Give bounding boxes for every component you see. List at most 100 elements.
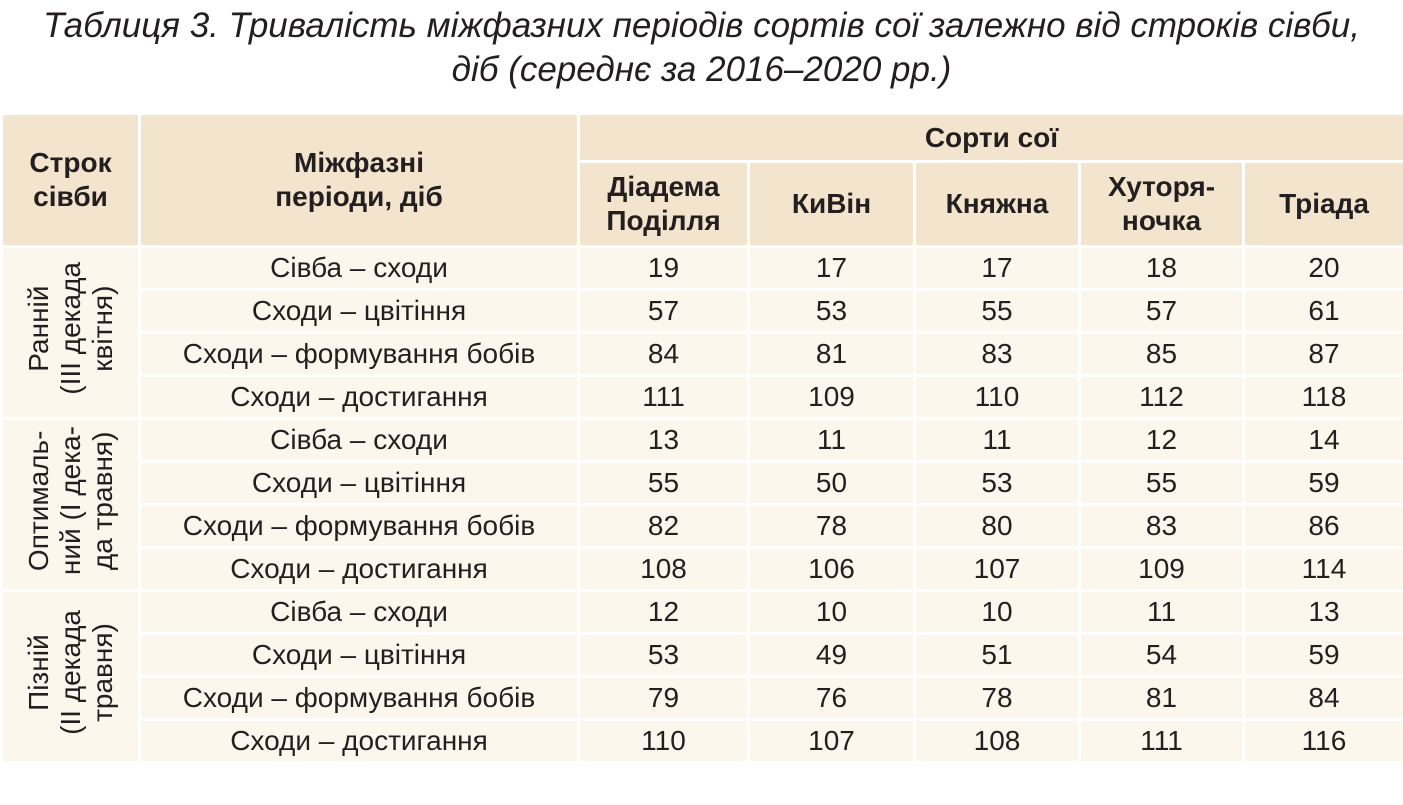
value-cell: 10	[747, 589, 916, 635]
value-cell: 109	[747, 374, 916, 420]
period-cell: Сівба – сходи	[138, 245, 580, 291]
value-cell: 110	[577, 718, 750, 764]
value-cell: 82	[577, 503, 750, 549]
value-cell: 83	[1078, 503, 1245, 549]
variety-header: Діадема Поділля	[577, 160, 750, 248]
title-line: Таблиця 3. Тривалість міжфазних періодів…	[43, 6, 1360, 45]
table-row: Сходи – цвітіння 55 50 53 55 59	[2, 460, 1403, 506]
value-cell: 110	[913, 374, 1081, 420]
value-cell: 12	[1078, 417, 1245, 463]
table-row: Ранній (III декада квітня) Сівба – сходи 1…	[0, 245, 1403, 420]
table-row: Сходи – формування бобів 84 81 83 85 87	[2, 331, 1403, 377]
value-cell: 116	[1242, 718, 1403, 764]
value-cell: 53	[577, 632, 750, 678]
value-cell: 59	[1242, 460, 1403, 506]
period-cell: Сходи – цвітіння	[138, 632, 580, 678]
header-row: Строк сівби Міжфазні періоди, діб Сорти …	[0, 112, 1403, 248]
table-row: Сходи – цвітіння 53 49 51 54 59	[2, 632, 1403, 678]
value-cell: 87	[1242, 331, 1403, 377]
value-cell: 57	[577, 288, 750, 334]
table-body: Ранній (III декада квітня) Сівба – сходи 1…	[0, 245, 1403, 764]
table-row: Сходи – достигання 108 106 107 109 114	[2, 546, 1403, 592]
table-row: Оптималь- ний (I дека- да травня) Сівба –…	[0, 417, 1403, 592]
value-cell: 55	[1078, 460, 1245, 506]
sowing-term-label: Оптималь- ний (I дека- да травня)	[22, 425, 118, 576]
table-row: Сходи – формування бобів 82 78 80 83 86	[2, 503, 1403, 549]
period-cell: Сходи – достигання	[138, 718, 580, 764]
value-cell: 13	[1242, 589, 1403, 635]
period-cell: Сходи – цвітіння	[138, 288, 580, 334]
value-cell: 76	[747, 675, 916, 721]
value-cell: 17	[913, 245, 1081, 291]
period-cell: Сходи – цвітіння	[138, 460, 580, 506]
table-row: Пізній (II декада травня) Сівба – сходи 12…	[0, 589, 1403, 764]
period-cell: Сходи – достигання	[138, 374, 580, 420]
value-cell: 108	[913, 718, 1081, 764]
value-cell: 54	[1078, 632, 1245, 678]
value-cell: 18	[1078, 245, 1245, 291]
period-cell: Сходи – формування бобів	[138, 675, 580, 721]
value-cell: 50	[747, 460, 916, 506]
value-cell: 85	[1078, 331, 1245, 377]
header-row: Діадема Поділля КиВін Княжна Хуторя- ночка Т…	[2, 160, 1403, 248]
header-cell: Міжфазні періоди, діб	[138, 112, 580, 248]
value-cell: 59	[1242, 632, 1403, 678]
sowing-term-cell: Ранній (III декада квітня)	[0, 245, 141, 420]
value-cell: 109	[1078, 546, 1245, 592]
value-cell: 107	[747, 718, 916, 764]
value-cell: 51	[913, 632, 1081, 678]
table-row: Сходи – достигання 111 109 110 112 118	[2, 374, 1403, 420]
table-row: Сходи – формування бобів 79 76 78 81 84	[2, 675, 1403, 721]
value-cell: 78	[747, 503, 916, 549]
value-cell: 83	[913, 331, 1081, 377]
value-cell: 11	[913, 417, 1081, 463]
table-row: Сходи – цвітіння 57 53 55 57 61	[2, 288, 1403, 334]
table-header: Строк сівби Міжфазні періоди, діб Сорти …	[0, 112, 1403, 248]
value-cell: 53	[747, 288, 916, 334]
title: Таблиця 3. Тривалість міжфазних періодів…	[0, 0, 1403, 112]
sowing-term-cell: Оптималь- ний (I дека- да травня)	[0, 417, 141, 592]
table-row: Сходи – достигання 110 107 108 111 116	[2, 718, 1403, 764]
variety-header: Тріада	[1242, 160, 1403, 248]
period-cell: Сівба – сходи	[138, 417, 580, 463]
value-cell: 49	[747, 632, 916, 678]
value-cell: 55	[577, 460, 750, 506]
variety-header: Княжна	[913, 160, 1081, 248]
value-cell: 78	[913, 675, 1081, 721]
value-cell: 79	[577, 675, 750, 721]
value-cell: 61	[1242, 288, 1403, 334]
value-cell: 108	[577, 546, 750, 592]
title-line: діб (середнє за 2016–2020 рр.)	[451, 50, 952, 89]
value-cell: 114	[1242, 546, 1403, 592]
sowing-term-label: Ранній (III декада квітня)	[22, 262, 118, 395]
period-cell: Сходи – формування бобів	[138, 331, 580, 377]
variety-header: КиВін	[747, 160, 916, 248]
data-table: Строк сівби Міжфазні періоди, діб Сорти …	[0, 112, 1403, 764]
value-cell: 19	[577, 245, 750, 291]
value-cell: 111	[1078, 718, 1245, 764]
header-cell: Сорти сої	[577, 112, 1403, 163]
value-cell: 11	[747, 417, 916, 463]
value-cell: 106	[747, 546, 916, 592]
value-cell: 14	[1242, 417, 1403, 463]
period-cell: Сходи – формування бобів	[138, 503, 580, 549]
value-cell: 84	[577, 331, 750, 377]
value-cell: 17	[747, 245, 916, 291]
variety-header: Хуторя- ночка	[1078, 160, 1245, 248]
value-cell: 81	[1078, 675, 1245, 721]
value-cell: 84	[1242, 675, 1403, 721]
value-cell: 80	[913, 503, 1081, 549]
period-cell: Сівба – сходи	[138, 589, 580, 635]
value-cell: 111	[577, 374, 750, 420]
value-cell: 57	[1078, 288, 1245, 334]
value-cell: 13	[577, 417, 750, 463]
value-cell: 112	[1078, 374, 1245, 420]
value-cell: 86	[1242, 503, 1403, 549]
period-cell: Сходи – достигання	[138, 546, 580, 592]
value-cell: 81	[747, 331, 916, 377]
sowing-term-cell: Пізній (II декада травня)	[0, 589, 141, 764]
value-cell: 11	[1078, 589, 1245, 635]
sowing-term-label: Пізній (II декада травня)	[22, 610, 118, 735]
